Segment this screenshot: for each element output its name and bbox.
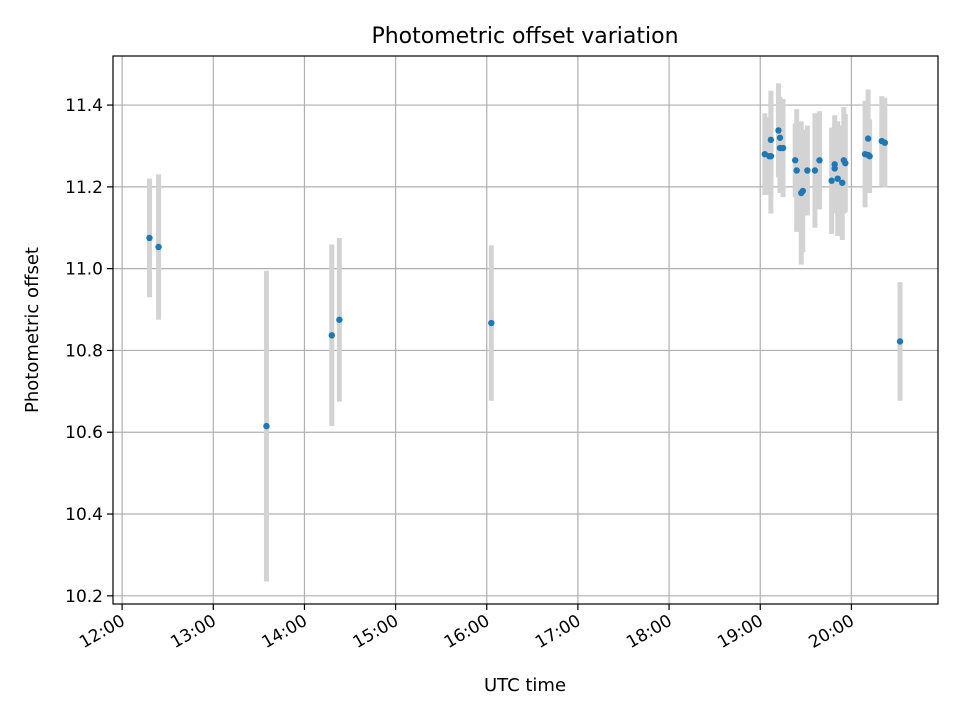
- plot-frame: [112, 55, 939, 605]
- y-tick-label: 10.8: [65, 341, 103, 361]
- data-point: [828, 177, 835, 184]
- y-tick-label: 10.2: [65, 587, 103, 607]
- data-point: [488, 319, 495, 327]
- y-tick-label: 11.0: [65, 260, 103, 280]
- data-point: [804, 167, 811, 174]
- chart-title: Photometric offset variation: [371, 24, 678, 49]
- y-tick-label: 11.2: [65, 178, 103, 198]
- data-point: [793, 167, 800, 174]
- data-point: [263, 422, 270, 430]
- data-point: [864, 135, 872, 142]
- data-point: [811, 167, 819, 174]
- y-axis-ticks: 10.2 10.4 10.6 10.8 11.0 11.2 11.4: [65, 96, 113, 607]
- data-point: [839, 179, 846, 186]
- data-point: [791, 157, 799, 164]
- data-point: [336, 316, 343, 323]
- y-tick-label: 11.4: [65, 96, 103, 116]
- data-point: [776, 134, 784, 141]
- grid-lines: [113, 56, 938, 604]
- data-point: [866, 152, 873, 160]
- data-points: [146, 127, 904, 430]
- y-tick-label: 10.4: [65, 505, 103, 525]
- data-point: [767, 136, 775, 144]
- data-point: [842, 159, 849, 167]
- x-axis-label: UTC time: [484, 675, 566, 696]
- data-point: [816, 157, 823, 164]
- y-tick-label: 10.6: [65, 423, 103, 443]
- data-point: [779, 144, 787, 152]
- data-point: [834, 175, 841, 182]
- data-point: [799, 187, 806, 195]
- data-point: [767, 152, 775, 160]
- data-point: [881, 139, 889, 146]
- data-point: [146, 234, 153, 242]
- data-point: [155, 243, 162, 251]
- data-point: [831, 165, 838, 172]
- data-point: [896, 338, 904, 345]
- data-point: [775, 127, 782, 134]
- data-point: [328, 332, 335, 339]
- y-axis-label: Photometric offset: [22, 247, 43, 413]
